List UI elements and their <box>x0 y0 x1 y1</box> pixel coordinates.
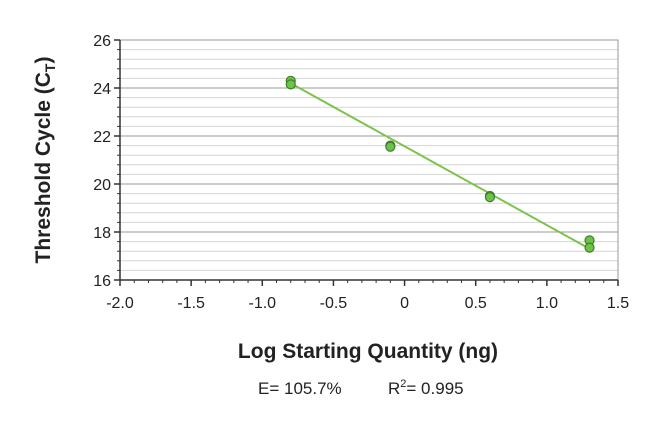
point-layer <box>285 75 595 253</box>
y-axis-title-close: ) <box>32 57 55 64</box>
data-point <box>484 192 496 203</box>
y-tick-label: 24 <box>93 81 111 98</box>
r-squared-superscript: 2 <box>400 378 406 390</box>
y-axis-title-main: Threshold Cycle (C <box>32 72 55 263</box>
x-axis-title: Log Starting Quantity (ng) <box>238 340 498 363</box>
r-squared-suffix: = 0.995 <box>406 379 463 398</box>
x-tick-label: 1.0 <box>536 295 558 312</box>
data-point <box>285 79 296 90</box>
axis-layer <box>114 39 619 286</box>
data-point <box>584 242 595 253</box>
fit-layer <box>290 82 591 250</box>
plot-frame <box>119 39 619 281</box>
tick-label-layer: 16 18 20 22 24 26 -2.0 -1.5 -1.0 -0.5 0 0.5 1.0 1.5 <box>93 33 629 312</box>
x-tick-label: -2.0 <box>106 295 134 312</box>
y-tick-label: 16 <box>93 273 111 290</box>
x-tick-label: 0 <box>400 295 409 312</box>
efficiency-label: E= 105.7% <box>258 379 342 398</box>
r-squared-label: R2= 0.995 <box>388 378 464 398</box>
y-axis-title-subscript: T <box>42 63 58 72</box>
x-tick-label: 0.5 <box>465 295 487 312</box>
grid-layer <box>120 39 618 281</box>
y-tick-label: 18 <box>93 225 111 242</box>
y-tick-label: 22 <box>93 129 111 146</box>
regression-line <box>290 82 591 250</box>
y-axis-title: Threshold Cycle (CT) <box>32 57 58 264</box>
x-tick-label: -0.5 <box>320 295 348 312</box>
x-tick-label: 1.5 <box>607 295 629 312</box>
y-tick-label: 20 <box>93 177 111 194</box>
x-tick-label: -1.5 <box>177 295 205 312</box>
x-tick-label: -1.0 <box>248 295 276 312</box>
data-point <box>385 141 396 152</box>
y-tick-label: 26 <box>93 33 111 50</box>
r-squared-prefix: R <box>388 379 400 398</box>
